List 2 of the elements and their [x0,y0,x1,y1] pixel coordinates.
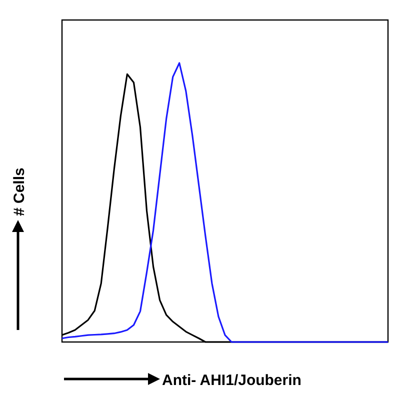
y-axis-title: # Cells [11,168,28,216]
x-axis-title: Anti- AHI1/Jouberin [162,372,302,389]
